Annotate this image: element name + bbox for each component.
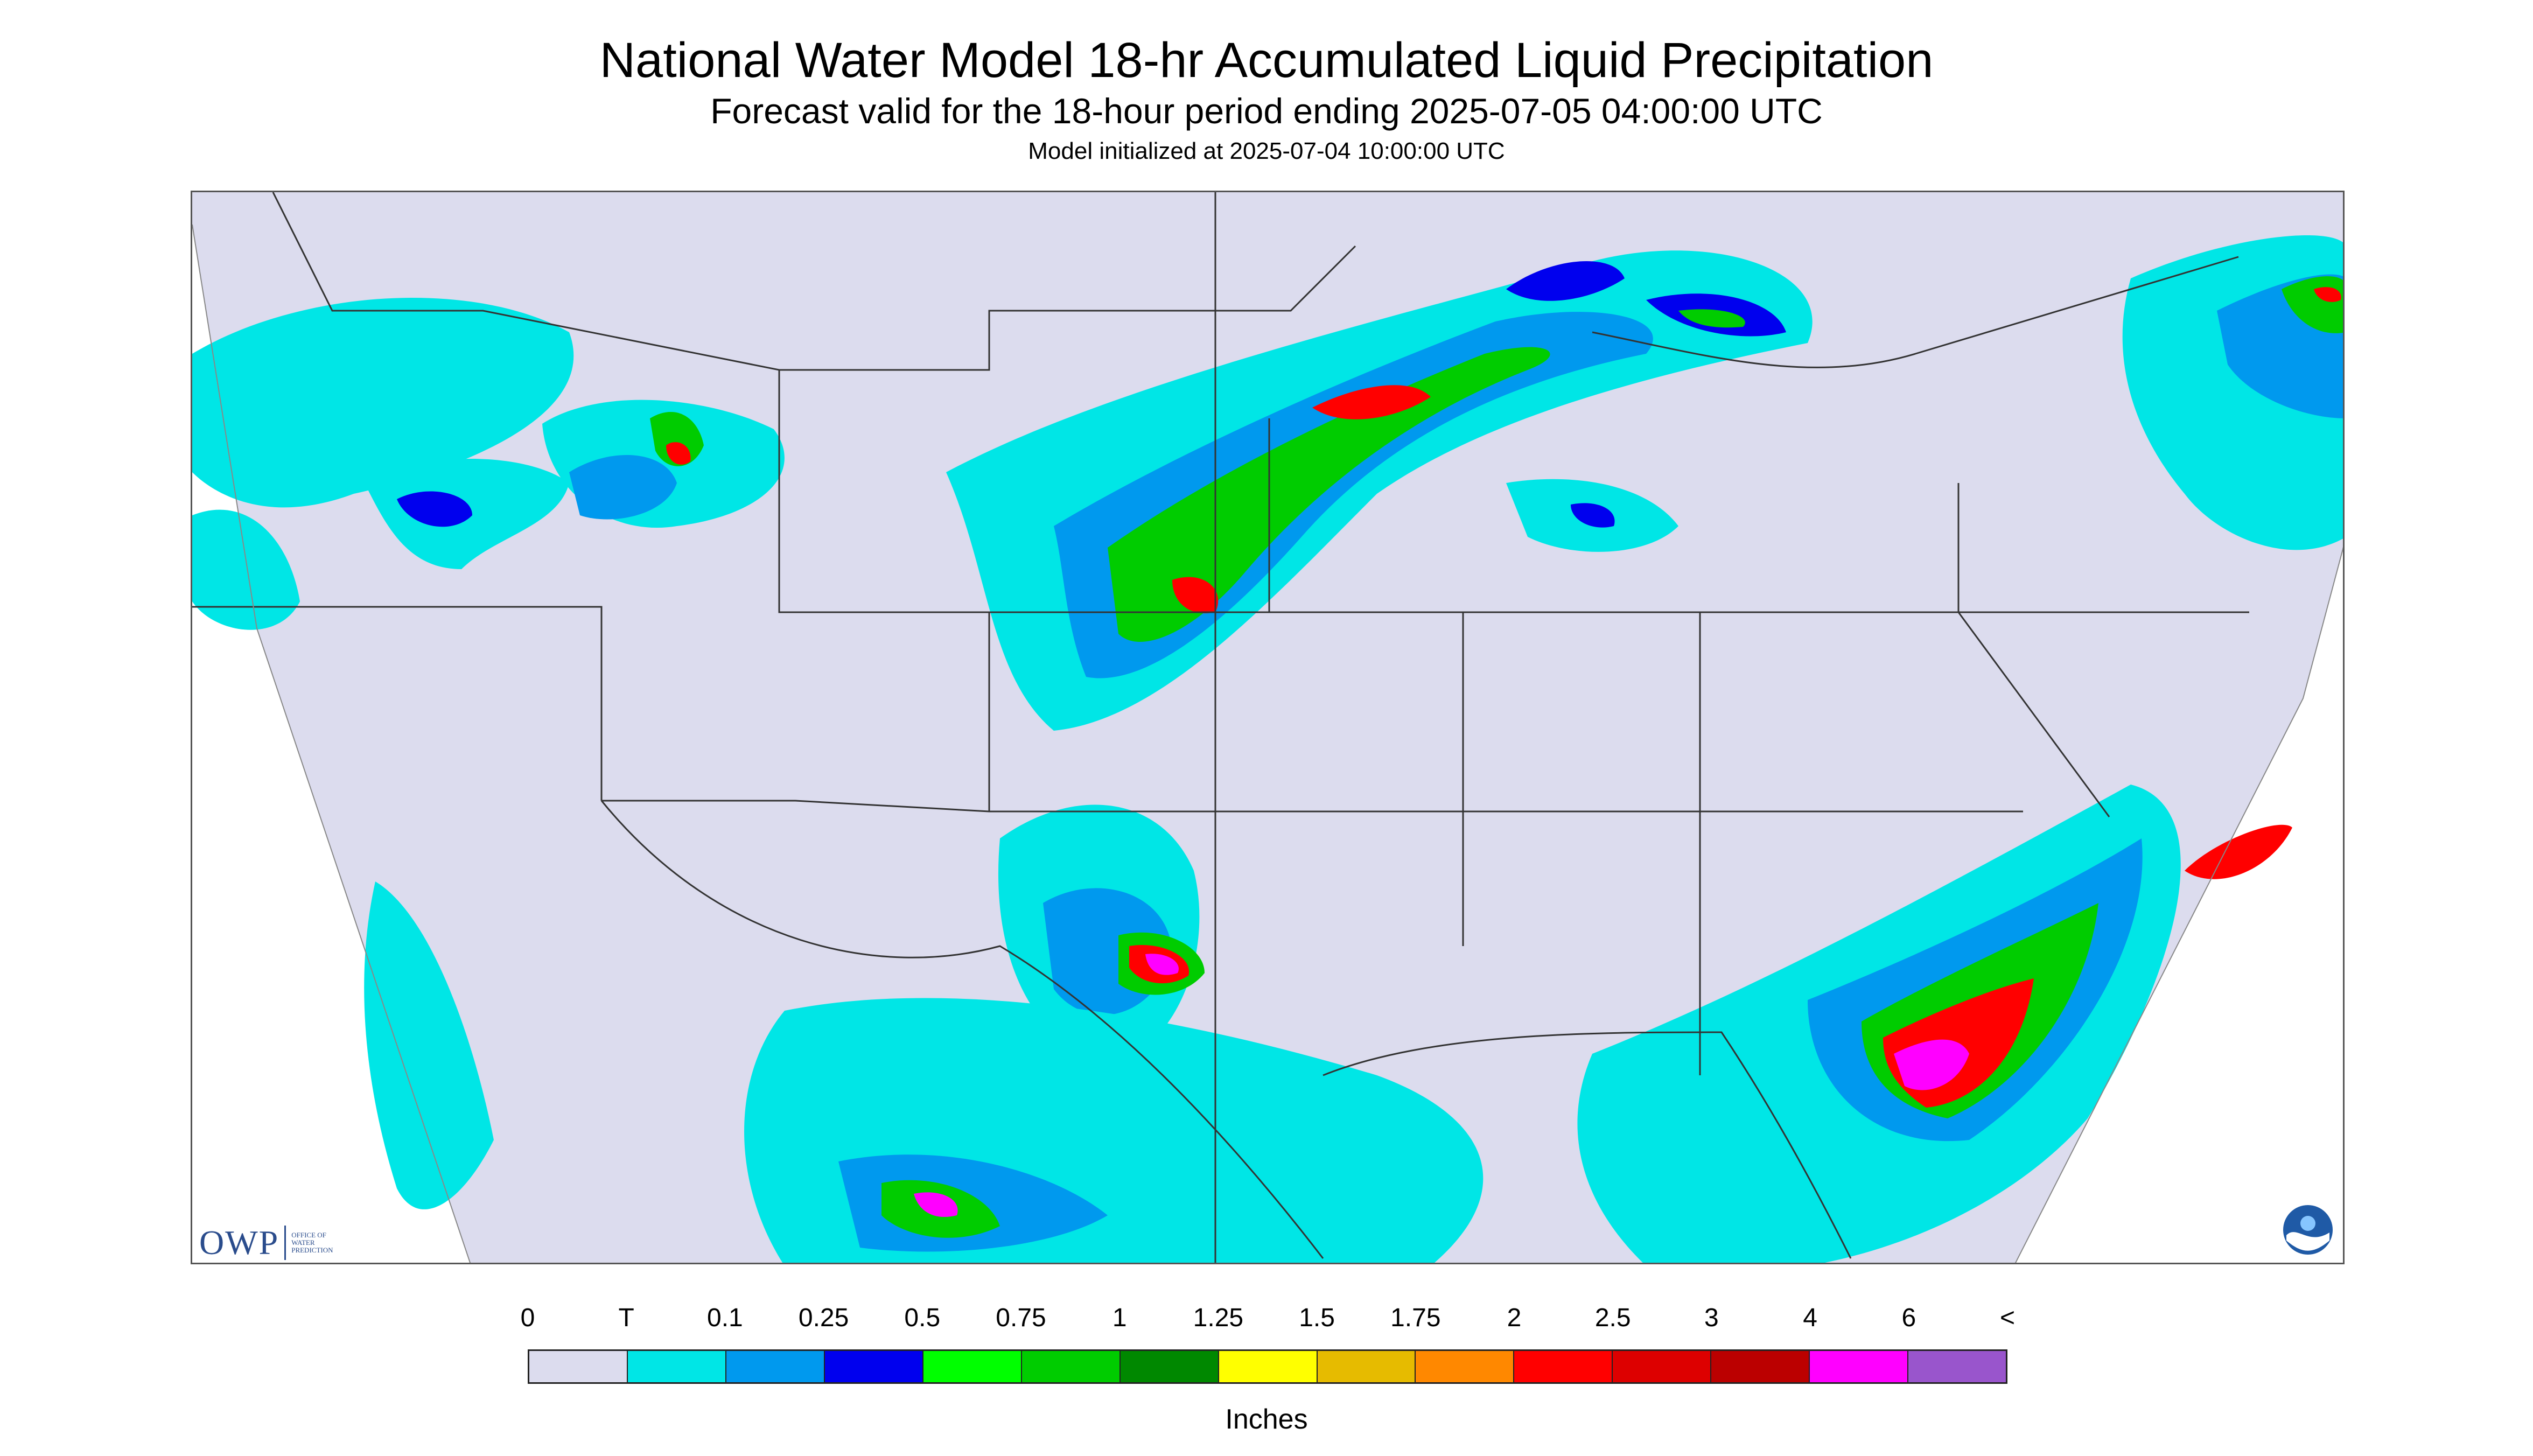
legend-tick-label: 0.1 bbox=[707, 1304, 743, 1332]
legend-swatch bbox=[627, 1351, 726, 1382]
legend-tick-label: 0 bbox=[520, 1304, 535, 1332]
legend-swatch bbox=[1219, 1351, 1318, 1382]
legend-tick-label: 0.25 bbox=[798, 1304, 849, 1332]
legend-swatch bbox=[1120, 1351, 1219, 1382]
legend-tick-label: 2 bbox=[1507, 1304, 1522, 1332]
domain-edge bbox=[192, 224, 2343, 1263]
legend-tick-label: < bbox=[1999, 1304, 2016, 1332]
legend-tick-label: 1.25 bbox=[1193, 1304, 1244, 1332]
legend-swatch bbox=[1514, 1351, 1613, 1382]
legend-swatch bbox=[1021, 1351, 1121, 1382]
legend-swatch bbox=[529, 1351, 628, 1382]
legend-tick-label: 0.75 bbox=[996, 1304, 1046, 1332]
owp-logo-subtext: OFFICE OF WATER PREDICTION bbox=[291, 1231, 333, 1254]
precip-texas bbox=[998, 804, 1205, 1065]
precipitation-map bbox=[191, 191, 2345, 1264]
legend-swatch bbox=[1908, 1351, 2006, 1382]
legend-swatch bbox=[1317, 1351, 1416, 1382]
legend-tick-label: T bbox=[618, 1304, 634, 1332]
legend-tick-label: 1.75 bbox=[1390, 1304, 1441, 1332]
legend-tick-label: 6 bbox=[1901, 1304, 1916, 1332]
owp-logo-text: OWP bbox=[199, 1223, 279, 1262]
owp-logo-divider bbox=[284, 1226, 286, 1260]
legend-units: Inches bbox=[1225, 1404, 1308, 1435]
legend-swatch bbox=[1613, 1351, 1712, 1382]
state-borders bbox=[192, 192, 2249, 1263]
precip-south-texas-mexico bbox=[744, 998, 1484, 1263]
legend-labels: 0 T 0.1 0.25 0.5 0.75 1 1.25 1.5 1.75 2 2.5 3 4 6 < bbox=[0, 1303, 2533, 1335]
legend-tick-label: 2.5 bbox=[1594, 1304, 1631, 1332]
model-init-label: Model initialized at 2025-07-04 10:00:00… bbox=[1028, 138, 1505, 164]
legend-tick-label: 1 bbox=[1112, 1304, 1127, 1332]
map-title: National Water Model 18-hr Accumulated L… bbox=[599, 33, 1934, 88]
legend-swatch bbox=[824, 1351, 923, 1382]
legend-swatch bbox=[923, 1351, 1022, 1382]
precip-southwest bbox=[364, 881, 494, 1209]
legend-tick-label: 4 bbox=[1803, 1304, 1817, 1332]
legend-swatch bbox=[1711, 1351, 1810, 1382]
precip-southeast bbox=[1577, 785, 2292, 1263]
legend-color-bar bbox=[528, 1349, 2007, 1384]
map-subtitle: Forecast valid for the 18-hour period en… bbox=[710, 91, 1823, 131]
precip-northern-plains bbox=[946, 250, 1813, 731]
noaa-logo-icon bbox=[2283, 1205, 2333, 1255]
precip-northeast bbox=[2122, 235, 2343, 550]
legend-swatch bbox=[1416, 1351, 1515, 1382]
precip-northwest bbox=[192, 297, 785, 630]
legend-swatch bbox=[726, 1351, 825, 1382]
legend-tick-label: 1.5 bbox=[1299, 1304, 1335, 1332]
owp-logo: OWP OFFICE OF WATER PREDICTION bbox=[199, 1221, 333, 1264]
legend-swatch bbox=[1810, 1351, 1909, 1382]
map-svg bbox=[192, 192, 2343, 1263]
legend-tick-label: 0.5 bbox=[904, 1304, 941, 1332]
legend-tick-label: 3 bbox=[1704, 1304, 1719, 1332]
